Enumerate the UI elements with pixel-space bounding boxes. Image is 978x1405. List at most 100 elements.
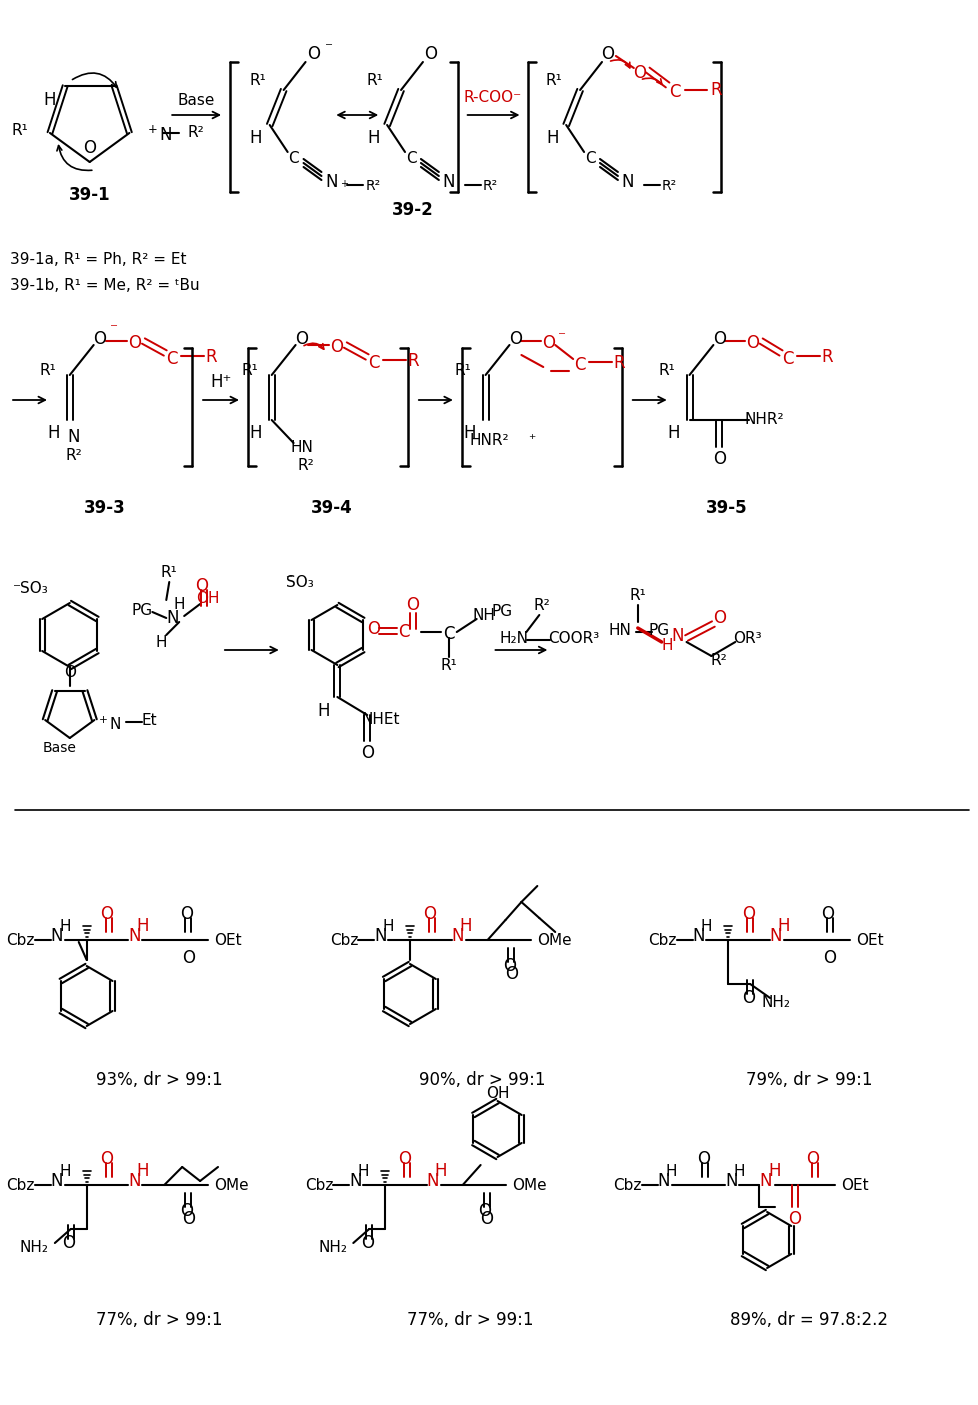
Text: O: O [787, 1210, 801, 1228]
Text: H: H [777, 917, 789, 934]
Text: O: O [505, 965, 517, 984]
Text: H: H [249, 424, 262, 443]
Text: Cbz: Cbz [305, 1177, 333, 1193]
Text: R¹: R¹ [39, 362, 56, 378]
Text: 79%, dr > 99:1: 79%, dr > 99:1 [745, 1071, 871, 1089]
Text: H: H [434, 1162, 447, 1180]
Text: R¹: R¹ [545, 73, 561, 87]
Text: O: O [64, 665, 75, 680]
Text: O: O [294, 330, 308, 348]
Text: O: O [422, 905, 436, 923]
Text: R: R [710, 81, 722, 98]
Text: R: R [612, 354, 624, 372]
Text: N: N [128, 1172, 141, 1190]
Text: C: C [166, 350, 178, 368]
Text: R¹: R¹ [366, 73, 382, 87]
Text: C: C [443, 625, 454, 643]
Text: H: H [43, 91, 56, 110]
Text: COOR³: COOR³ [548, 631, 600, 645]
Text: O: O [541, 334, 555, 353]
Text: O: O [367, 620, 379, 638]
Text: C: C [398, 622, 410, 641]
Text: 39-4: 39-4 [310, 499, 352, 517]
Text: O: O [93, 330, 106, 348]
Text: H: H [733, 1163, 744, 1179]
Text: ⁻: ⁻ [325, 41, 333, 56]
Text: N: N [621, 173, 634, 191]
Text: N: N [691, 927, 704, 946]
Text: H: H [463, 424, 475, 443]
Text: O: O [128, 334, 141, 353]
Text: H₂N: H₂N [500, 631, 528, 645]
Text: R²: R² [66, 448, 82, 462]
Text: H: H [48, 424, 60, 443]
Text: 39-1a, R¹ = Ph, R² = Et: 39-1a, R¹ = Ph, R² = Et [10, 251, 187, 267]
Text: N: N [758, 1172, 771, 1190]
Text: O: O [398, 1151, 411, 1168]
Text: R²: R² [187, 125, 203, 140]
Text: $^+$N: $^+$N [96, 715, 121, 732]
Text: R²: R² [661, 178, 677, 192]
Text: Cbz: Cbz [647, 933, 676, 947]
Text: R¹: R¹ [440, 658, 457, 673]
Text: ⁻SO₃: ⁻SO₃ [13, 580, 49, 596]
Text: PG: PG [647, 622, 669, 638]
Text: N: N [325, 173, 337, 191]
Text: O: O [509, 330, 521, 348]
Text: NHR²: NHR² [743, 412, 783, 427]
Text: H: H [546, 129, 557, 148]
Text: R²: R² [533, 597, 550, 613]
Text: O: O [100, 905, 113, 923]
Text: O: O [182, 948, 195, 967]
Text: R¹: R¹ [241, 362, 257, 378]
Text: R²: R² [710, 652, 727, 667]
Text: OEt: OEt [855, 933, 882, 947]
Text: 39-1b, R¹ = Me, R² = ᵗBu: 39-1b, R¹ = Me, R² = ᵗBu [10, 278, 200, 294]
Text: ⁻: ⁻ [557, 330, 565, 344]
Text: O: O [423, 45, 437, 63]
Text: O: O [360, 745, 374, 762]
Text: N: N [657, 1172, 669, 1190]
Text: NH₂: NH₂ [20, 1239, 49, 1255]
Text: R²: R² [482, 178, 498, 192]
Text: H: H [357, 1163, 369, 1179]
Text: O: O [741, 905, 754, 923]
Text: O: O [307, 45, 320, 63]
Text: OEt: OEt [214, 933, 242, 947]
Text: HN: HN [289, 440, 313, 454]
Text: N: N [725, 1172, 736, 1190]
Text: 89%, dr = 97.8:2.2: 89%, dr = 97.8:2.2 [730, 1311, 887, 1329]
Text: OMe: OMe [511, 1177, 547, 1193]
Text: O: O [712, 450, 725, 468]
Text: 93%, dr > 99:1: 93%, dr > 99:1 [96, 1071, 222, 1089]
Text: N: N [374, 927, 386, 946]
Text: R-COO⁻: R-COO⁻ [463, 90, 521, 104]
Text: O: O [406, 596, 419, 614]
Text: O: O [712, 608, 725, 627]
Text: Base: Base [43, 740, 76, 754]
Text: R: R [407, 353, 419, 370]
Text: O: O [600, 45, 614, 63]
Text: N: N [51, 927, 63, 946]
Text: NH₂: NH₂ [318, 1239, 347, 1255]
Text: H: H [249, 129, 262, 148]
Text: O: O [182, 1210, 195, 1228]
Text: H: H [317, 702, 330, 719]
Text: Et: Et [141, 712, 156, 728]
Text: HN: HN [608, 622, 631, 638]
Text: N: N [451, 927, 464, 946]
Text: OEt: OEt [840, 1177, 867, 1193]
Text: N: N [426, 1172, 439, 1190]
Text: R¹: R¹ [160, 565, 177, 579]
Text: R¹: R¹ [629, 587, 645, 603]
Text: H: H [459, 917, 471, 934]
Text: OR³: OR³ [733, 631, 761, 645]
Text: O: O [63, 1234, 75, 1252]
Text: O: O [503, 957, 515, 975]
Text: ⁺: ⁺ [527, 433, 534, 447]
Text: Cbz: Cbz [330, 933, 358, 947]
Text: R: R [205, 348, 217, 365]
Text: NH: NH [471, 607, 495, 622]
Text: 90%, dr > 99:1: 90%, dr > 99:1 [419, 1071, 546, 1089]
Text: O: O [360, 1234, 374, 1252]
